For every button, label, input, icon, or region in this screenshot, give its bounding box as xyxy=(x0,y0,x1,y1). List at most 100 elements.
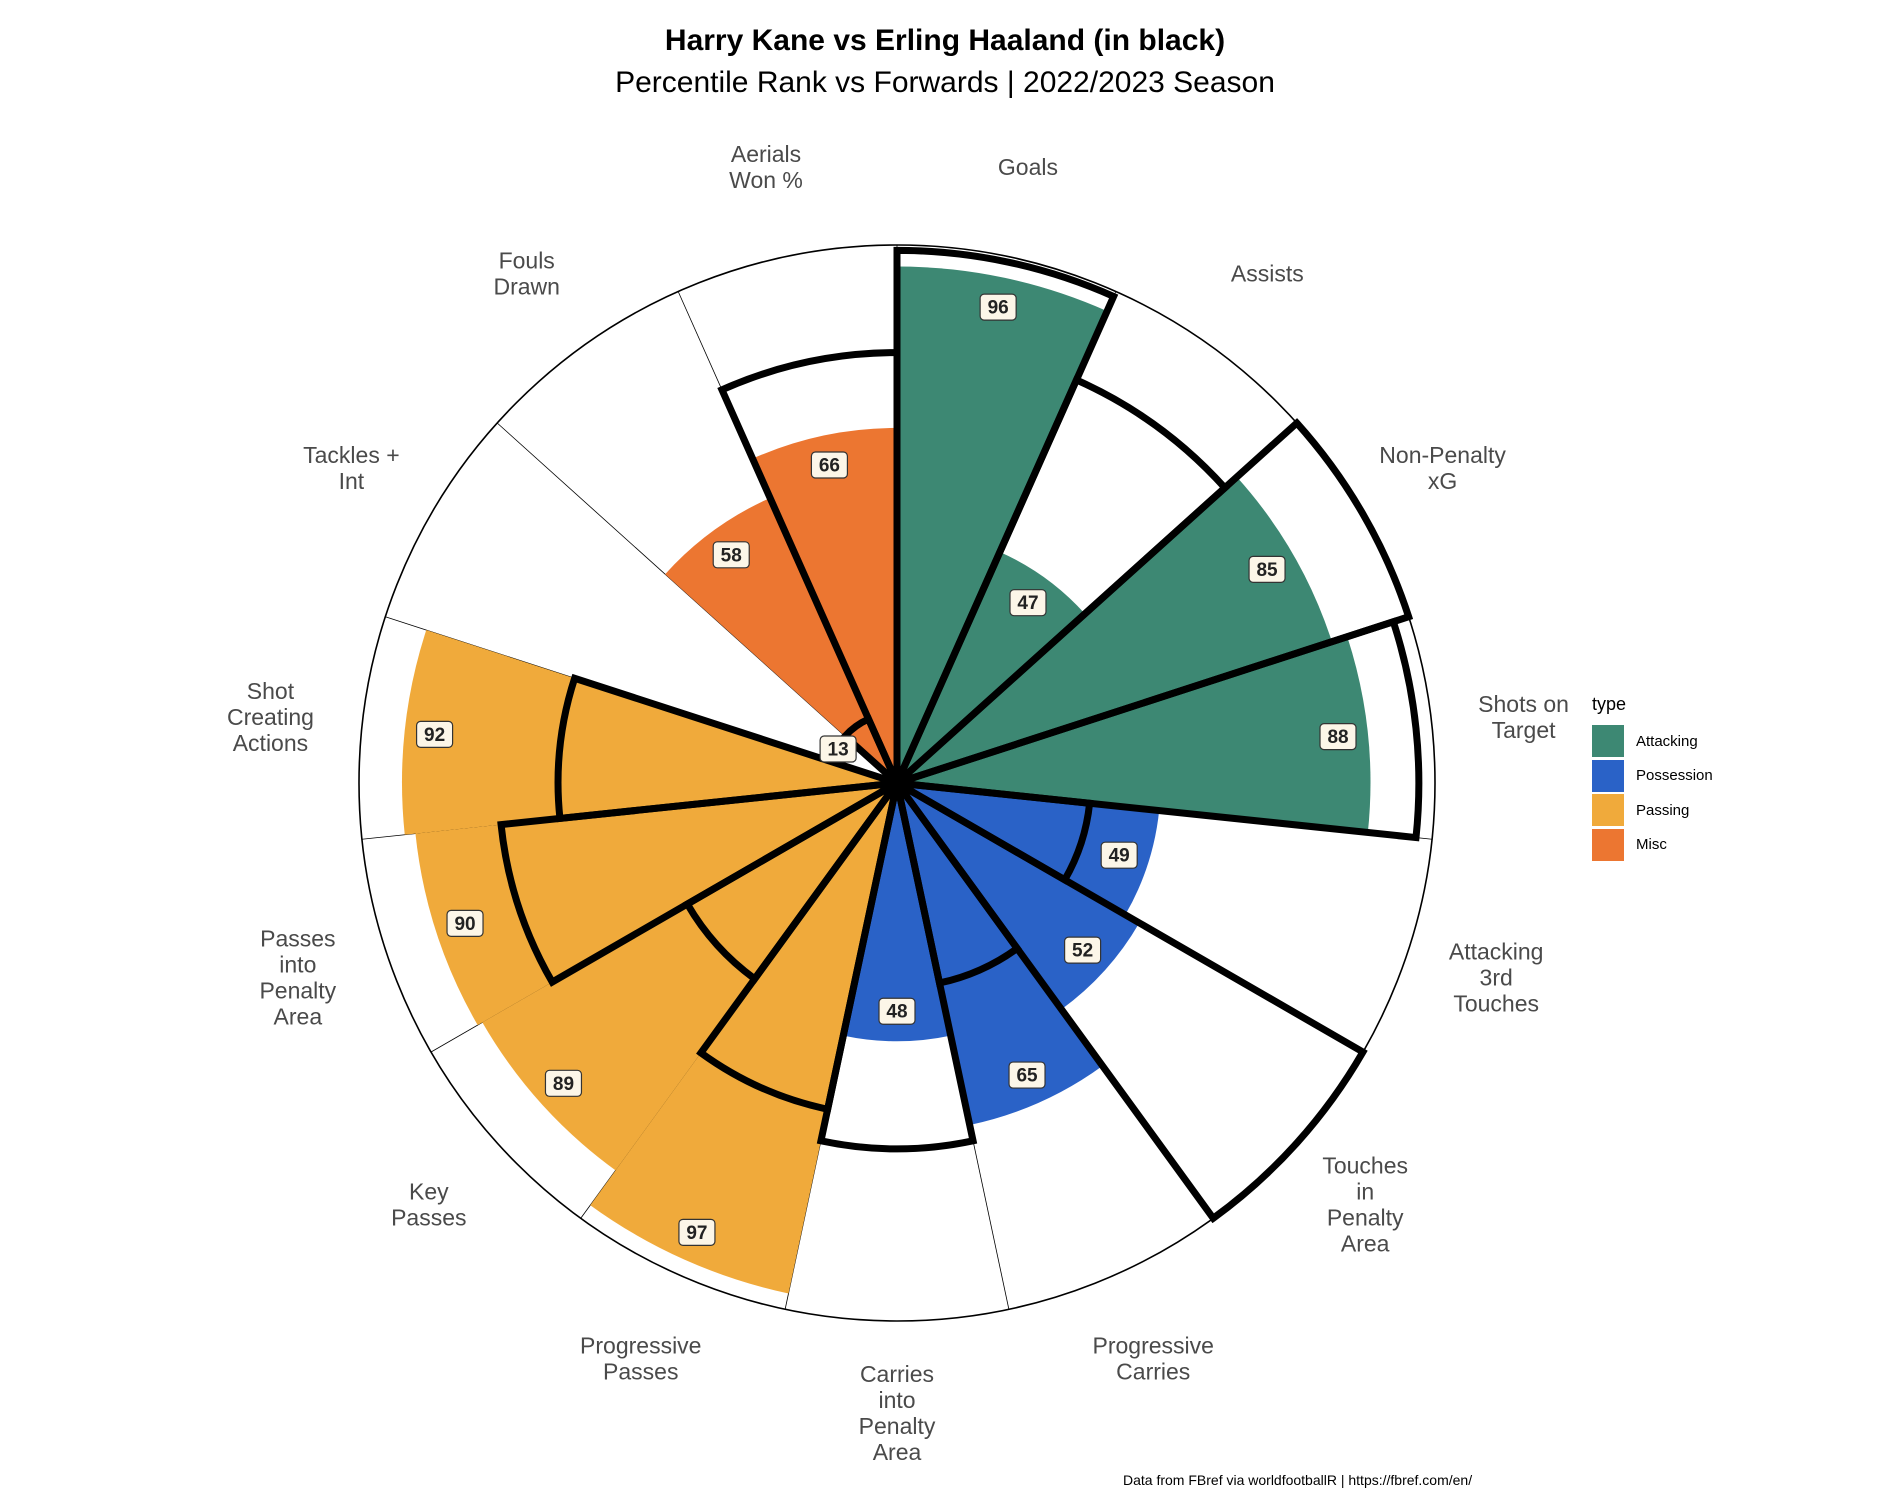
category-label-line: Shot xyxy=(247,678,295,704)
value-label-attacking-3rd-touches-box xyxy=(1100,841,1138,869)
value-label-key-passes-text: 89 xyxy=(553,1074,574,1095)
value-label-goals: 96 xyxy=(979,293,1017,321)
value-label-carries-into-penalty-area-box xyxy=(878,997,916,1025)
value-label-fouls-drawn-box xyxy=(712,541,750,569)
value-label-extra: 13 xyxy=(819,735,857,763)
bar-haaland-touches-in-penalty-area xyxy=(894,779,1368,1224)
value-label-shot-creating-actions: 92 xyxy=(415,720,454,749)
value-label-assists: 47 xyxy=(1009,589,1047,617)
value-label-fouls-drawn: 58 xyxy=(712,541,750,569)
value-label-progressive-carries-box xyxy=(1008,1061,1046,1089)
bar-haaland-shot-creating-actions xyxy=(554,673,899,823)
category-label-carries-into-penalty-area: Carries into Penalty Area xyxy=(859,1361,936,1465)
category-label-assists: Assists xyxy=(1231,260,1304,286)
category-label-line: Attacking xyxy=(1449,939,1544,965)
bar-kane-progressive-carries xyxy=(897,783,1103,1126)
center-hub xyxy=(886,772,908,794)
legend-item-misc: Misc xyxy=(1592,828,1713,863)
value-label-goals-box xyxy=(979,293,1017,321)
category-label-line: Shots on xyxy=(1478,691,1569,717)
value-label-attacking-3rd-touches-text: 49 xyxy=(1109,846,1130,867)
category-label-aerials-won: Aerials Won % xyxy=(729,141,803,193)
category-label-line: Passes xyxy=(391,1205,466,1231)
category-label-line: Penalty xyxy=(259,978,336,1004)
bar-haaland-assists xyxy=(893,375,1230,786)
bar-kane-carries-into-penalty-area xyxy=(843,783,951,1042)
bar-kane-non-penalty-xg xyxy=(897,477,1332,783)
bar-haaland-shots-on-target xyxy=(895,617,1423,842)
bar-kane-goals xyxy=(897,266,1108,783)
value-label-passes-into-penalty-area: 90 xyxy=(446,909,484,937)
bar-haaland-non-penalty-xg xyxy=(894,418,1414,787)
category-label-line: Progressive xyxy=(1093,1333,1214,1359)
category-label-goals: Goals xyxy=(998,154,1058,180)
category-label-fouls-drawn: Fouls Drawn xyxy=(493,247,559,299)
value-label-assists-text: 47 xyxy=(1017,593,1038,614)
category-label-line: Aerials xyxy=(731,141,801,167)
category-label-line: xG xyxy=(1428,468,1457,494)
value-label-progressive-carries: 65 xyxy=(1008,1061,1046,1089)
category-label-progressive-passes: Progressive Passes xyxy=(580,1333,701,1385)
category-label-passes-into-penalty-area: Passes into Penalty Area xyxy=(259,926,336,1030)
value-label-shots-on-target-text: 88 xyxy=(1327,727,1348,748)
bar-haaland-goals xyxy=(893,246,1119,785)
value-label-non-penalty-xg-box xyxy=(1248,555,1286,583)
value-label-carries-into-penalty-area-text: 48 xyxy=(886,1002,907,1023)
value-label-fouls-drawn-text: 58 xyxy=(721,545,742,566)
category-label-line: into xyxy=(878,1387,915,1413)
value-label-attacking-3rd-touches: 49 xyxy=(1100,841,1138,869)
value-label-assists-box xyxy=(1009,589,1047,617)
value-label-aerials-won-box xyxy=(810,451,849,479)
category-label-touches-in-penalty-area: Touches in Penalty Area xyxy=(1322,1153,1408,1257)
category-label-line: in xyxy=(1356,1179,1374,1205)
value-label-progressive-carries-text: 65 xyxy=(1016,1066,1038,1087)
value-label-shot-creating-actions-text: 92 xyxy=(424,725,445,746)
legend-key-possession xyxy=(1592,759,1624,792)
value-label-progressive-passes-text: 97 xyxy=(686,1223,707,1244)
bar-kane-shots-on-target xyxy=(897,636,1371,833)
category-label-line: Area xyxy=(873,1439,922,1465)
category-label-line: into xyxy=(279,952,316,978)
value-label-carries-into-penalty-area: 48 xyxy=(878,997,916,1025)
category-label-line: Area xyxy=(274,1004,323,1030)
category-label-line: Penalty xyxy=(1327,1205,1404,1231)
category-label-line: Passes xyxy=(260,926,335,952)
legend-key-attacking xyxy=(1592,725,1624,758)
bar-haaland-aerials-won xyxy=(717,349,901,785)
category-label-line: Area xyxy=(1341,1231,1390,1257)
category-label-line: Touches xyxy=(1322,1153,1408,1179)
category-label-line: Assists xyxy=(1231,260,1304,286)
value-label-touches-in-penalty-area-text: 52 xyxy=(1072,941,1093,962)
bar-haaland-progressive-passes xyxy=(696,780,901,1114)
legend-label-possession: Possession xyxy=(1636,767,1713,785)
category-label-line: 3rd xyxy=(1480,965,1513,991)
legend-key-misc xyxy=(1592,828,1624,861)
category-label-line: Int xyxy=(339,468,365,494)
category-label-line: Target xyxy=(1492,717,1557,743)
category-label-shots-on-target: Shots on Target xyxy=(1478,691,1569,743)
bar-kane-key-passes xyxy=(482,783,897,1171)
legend-item-passing: Passing xyxy=(1592,793,1713,828)
value-label-progressive-passes-box xyxy=(678,1218,716,1246)
bar-kane-passes-into-penalty-area xyxy=(415,783,897,1026)
category-label-line: Won % xyxy=(729,167,803,193)
category-label-line: Progressive xyxy=(580,1333,701,1359)
value-label-passes-into-penalty-area-text: 90 xyxy=(454,914,475,935)
value-label-touches-in-penalty-area-box xyxy=(1064,936,1102,964)
category-label-line: Non-Penalty xyxy=(1379,442,1506,468)
value-label-key-passes-box xyxy=(544,1069,583,1097)
category-label-line: Actions xyxy=(233,730,308,756)
value-label-touches-in-penalty-area: 52 xyxy=(1064,936,1102,964)
category-label-line: Passes xyxy=(603,1359,678,1385)
bar-haaland-carries-into-penalty-area xyxy=(816,782,978,1153)
category-label-attacking-3rd-touches: Attacking 3rd Touches xyxy=(1449,939,1544,1017)
category-label-line: Carries xyxy=(1116,1359,1190,1385)
category-label-key-passes: Key Passes xyxy=(391,1179,466,1231)
category-label-line: Goals xyxy=(998,154,1058,180)
legend-label-misc: Misc xyxy=(1636,836,1667,854)
category-label-line: Touches xyxy=(1453,991,1539,1017)
category-label-tackles-int: Tackles + Int xyxy=(303,442,400,494)
value-label-extra-text: 13 xyxy=(828,740,849,761)
